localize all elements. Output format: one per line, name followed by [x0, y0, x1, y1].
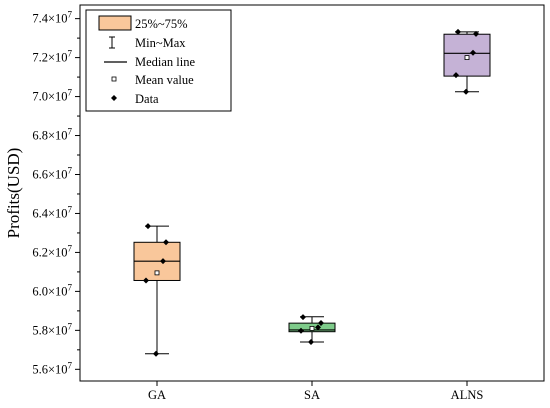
- y-tick-label: 5.8×107: [32, 321, 72, 337]
- data-point: [463, 88, 469, 95]
- y-axis-title: Profits(USD): [4, 148, 23, 239]
- legend-whisker-symbol: [109, 36, 115, 49]
- y-axis: 5.6×107 5.8×107 6.0×107 6.2×107 6.4×107 6.6×1…: [32, 10, 80, 376]
- y-tick-label: 6.4×107: [32, 204, 72, 220]
- legend-mean-label: Mean value: [135, 73, 194, 87]
- x-tick-label: SA: [304, 388, 320, 402]
- legend-box-swatch: [98, 15, 132, 31]
- legend-data-symbol: [111, 95, 117, 101]
- data-point: [308, 339, 314, 346]
- legend-whisker-label: Min~Max: [135, 36, 186, 50]
- data-point: [153, 350, 159, 357]
- x-axis: GA SA ALNS: [148, 381, 483, 402]
- box-alns: [443, 28, 491, 95]
- y-tick-label: 5.6×107: [32, 360, 72, 376]
- mean-marker: [464, 55, 470, 61]
- y-tick-label: 6.2×107: [32, 243, 72, 259]
- data-point: [473, 30, 479, 37]
- y-tick-label: 6.0×107: [32, 282, 72, 298]
- data-point: [470, 49, 476, 56]
- data-point: [300, 314, 306, 321]
- data-point: [453, 72, 459, 79]
- data-point: [163, 239, 169, 246]
- data-point: [143, 277, 149, 284]
- iqr-box: [443, 33, 491, 77]
- data-point: [298, 327, 304, 334]
- box-ga: [133, 223, 181, 357]
- data-point: [315, 324, 321, 331]
- legend-data-label: Data: [135, 92, 159, 106]
- mean-marker: [154, 270, 160, 276]
- x-tick-label: GA: [148, 388, 166, 402]
- data-point: [160, 258, 166, 265]
- y-tick-label: 6.8×107: [32, 127, 72, 143]
- data-point: [318, 319, 324, 326]
- box-series: [133, 28, 491, 357]
- legend-median-label: Median line: [135, 55, 196, 69]
- legend: 25%~75% Min~Max Median line Mean value D…: [85, 9, 232, 112]
- mean-marker: [309, 325, 315, 331]
- legend-box-label: 25%~75%: [135, 17, 188, 31]
- legend-mean-symbol: [111, 76, 117, 82]
- data-point: [455, 28, 461, 35]
- y-tick-label: 7.2×107: [32, 49, 72, 65]
- box-sa: [288, 314, 336, 346]
- y-tick-label: 7.4×107: [32, 10, 72, 26]
- y-tick-label: 7.0×107: [32, 88, 72, 104]
- x-tick-label: ALNS: [451, 388, 484, 402]
- y-tick-label: 6.6×107: [32, 165, 72, 181]
- data-point: [145, 223, 151, 230]
